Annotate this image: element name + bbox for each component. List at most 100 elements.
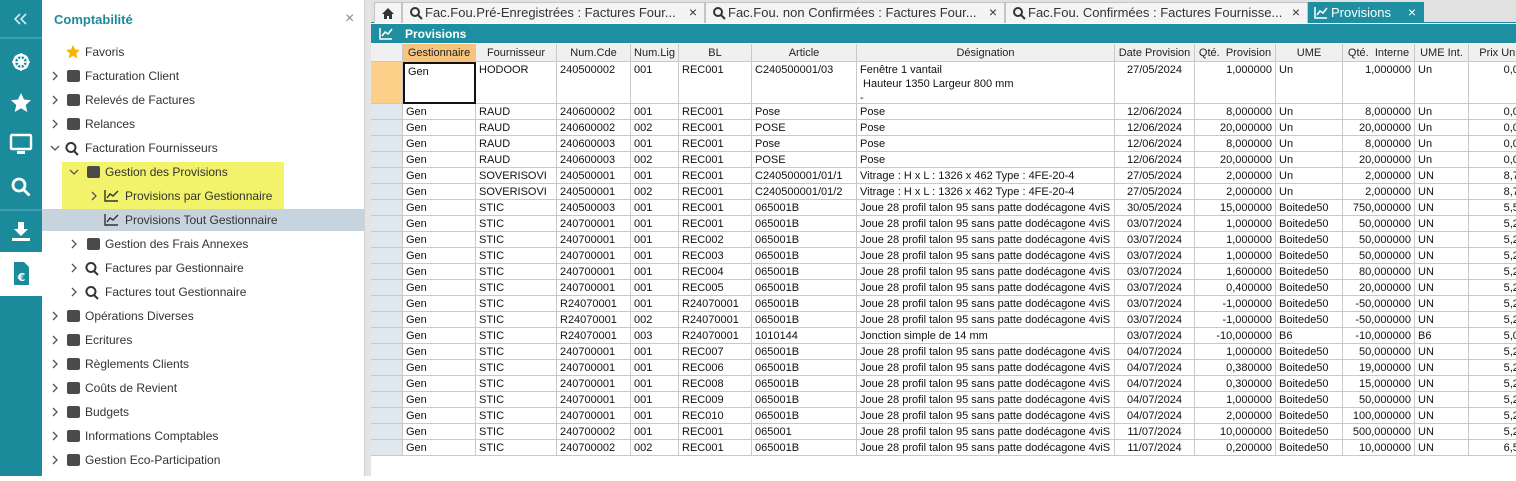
grid-cell[interactable]: C240500001/01/2 <box>752 184 857 200</box>
grid-cell[interactable]: R24070001 <box>557 328 631 344</box>
grid-cell[interactable]: 27/05/2024 <box>1115 184 1195 200</box>
grid-cell[interactable]: 2,000000 <box>1343 184 1415 200</box>
grid-cell[interactable]: Boitede50 <box>1276 200 1343 216</box>
grid-cell[interactable]: REC001 <box>679 184 752 200</box>
expand-arrow[interactable] <box>52 359 58 369</box>
grid-cell[interactable]: 001 <box>631 376 679 392</box>
grid-cell[interactable]: 03/07/2024 <box>1115 296 1195 312</box>
grid-cell[interactable]: REC007 <box>679 344 752 360</box>
grid-cell[interactable]: POSE <box>752 120 857 136</box>
grid-cell[interactable]: REC001 <box>679 152 752 168</box>
grid-cell[interactable]: Un <box>1415 120 1469 136</box>
expand-arrow[interactable] <box>52 455 58 465</box>
grid-cell[interactable]: Boitede50 <box>1276 312 1343 328</box>
wheel-icon[interactable] <box>12 53 30 71</box>
grid-cell[interactable]: 001 <box>631 168 679 184</box>
tree-item[interactable]: Factures tout Gestionnaire <box>105 285 247 299</box>
tab[interactable]: Provisions × <box>1308 2 1424 23</box>
grid-cell[interactable]: 065001B <box>752 296 857 312</box>
grid-cell[interactable]: 19,000000 <box>1343 360 1415 376</box>
grid-cell[interactable]: Gen <box>403 152 476 168</box>
grid-cell[interactable]: Boitede50 <box>1276 360 1343 376</box>
grid-cell[interactable]: 1,000000 <box>1195 344 1276 360</box>
grid-cell[interactable]: Gen <box>403 232 476 248</box>
grid-cell[interactable]: 0,00 <box>1469 136 1516 152</box>
grid-cell[interactable]: 5,20 <box>1469 360 1516 376</box>
tree-item[interactable]: Provisions par Gestionnaire <box>125 189 273 203</box>
grid-cell[interactable]: Gen <box>403 328 476 344</box>
tab-close[interactable]: × <box>988 4 997 20</box>
grid-cell[interactable]: STIC <box>476 376 557 392</box>
grid-cell[interactable]: Boitede50 <box>1276 216 1343 232</box>
grid-cell[interactable]: 100,000000 <box>1343 408 1415 424</box>
grid-cell[interactable]: Pose <box>752 104 857 120</box>
grid-cell[interactable]: 240700002 <box>557 424 631 440</box>
grid-cell[interactable]: -10,000000 <box>1343 328 1415 344</box>
grid-cell[interactable]: 20,000000 <box>1343 120 1415 136</box>
grid-cell[interactable]: Un <box>1276 104 1343 120</box>
row-header[interactable] <box>371 152 403 168</box>
grid-cell[interactable]: 0,200000 <box>1195 440 1276 456</box>
grid-cell[interactable]: Un <box>1276 120 1343 136</box>
grid-cell[interactable]: REC009 <box>679 392 752 408</box>
grid-cell[interactable]: Joue 28 profil talon 95 sans patte dodéc… <box>857 424 1115 440</box>
grid-cell[interactable]: STIC <box>476 328 557 344</box>
expand-arrow[interactable] <box>71 239 77 249</box>
grid-cell[interactable]: UN <box>1415 312 1469 328</box>
grid-cell[interactable]: 500,000000 <box>1343 424 1415 440</box>
grid-cell[interactable]: 0,380000 <box>1195 360 1276 376</box>
grid-cell[interactable]: 5,20 <box>1469 376 1516 392</box>
grid-cell[interactable]: 5,20 <box>1469 312 1516 328</box>
grid-cell[interactable]: 065001B <box>752 232 857 248</box>
grid-cell[interactable]: Joue 28 profil talon 95 sans patte dodéc… <box>857 312 1115 328</box>
grid-cell[interactable]: 5,50 <box>1469 200 1516 216</box>
grid-cell[interactable]: SOVERISOVI <box>476 168 557 184</box>
grid-cell[interactable]: C240500001/01/1 <box>752 168 857 184</box>
grid-cell[interactable]: 0,00 <box>1469 62 1516 104</box>
grid-cell[interactable]: Pose <box>857 136 1115 152</box>
grid-cell[interactable]: Gen <box>403 136 476 152</box>
grid-cell[interactable]: Joue 28 profil talon 95 sans patte dodéc… <box>857 360 1115 376</box>
row-header[interactable] <box>371 360 403 376</box>
row-header[interactable] <box>371 120 403 136</box>
grid-cell[interactable]: Boitede50 <box>1276 424 1343 440</box>
expand-arrow[interactable] <box>52 431 58 441</box>
grid-cell[interactable]: 04/07/2024 <box>1115 344 1195 360</box>
grid-cell[interactable]: 8,000000 <box>1195 136 1276 152</box>
grid-cell[interactable]: Fenêtre 1 vantail Hauteur 1350 Largeur 8… <box>857 62 1115 104</box>
grid-cell[interactable]: 20,000000 <box>1195 120 1276 136</box>
grid-cell[interactable]: Pose <box>857 104 1115 120</box>
grid-cell[interactable]: 50,000000 <box>1343 344 1415 360</box>
grid-cell[interactable]: 5,20 <box>1469 248 1516 264</box>
grid-cell[interactable]: Joue 28 profil talon 95 sans patte dodéc… <box>857 344 1115 360</box>
star-icon[interactable] <box>10 93 31 112</box>
tree-item[interactable]: Gestion Eco-Participation <box>85 453 221 467</box>
grid-cell[interactable]: Un <box>1276 152 1343 168</box>
grid-cell[interactable]: Boitede50 <box>1276 296 1343 312</box>
grid-cell[interactable]: REC010 <box>679 408 752 424</box>
grid-cell[interactable]: UN <box>1415 232 1469 248</box>
grid-cell[interactable]: STIC <box>476 248 557 264</box>
grid-cell[interactable]: UN <box>1415 360 1469 376</box>
grid-cell[interactable]: Vitrage : H x L : 1326 x 462 Type : 4FE-… <box>857 168 1115 184</box>
grid-cell[interactable]: REC001 <box>679 200 752 216</box>
grid-cell[interactable]: Gen <box>403 264 476 280</box>
grid-cell[interactable]: Boitede50 <box>1276 248 1343 264</box>
grid-cell[interactable]: 240500002 <box>557 62 631 104</box>
home-tab[interactable] <box>374 2 402 23</box>
grid-cell[interactable]: Boitede50 <box>1276 232 1343 248</box>
grid-cell[interactable]: 15,000000 <box>1343 376 1415 392</box>
grid-cell[interactable]: 03/07/2024 <box>1115 328 1195 344</box>
grid-cell[interactable]: 8,74 <box>1469 184 1516 200</box>
grid-cell[interactable]: 30/05/2024 <box>1115 200 1195 216</box>
grid-cell[interactable]: 2,000000 <box>1343 168 1415 184</box>
expand-arrow[interactable] <box>52 335 58 345</box>
grid-cell[interactable]: 1,000000 <box>1195 216 1276 232</box>
tree-item[interactable]: Gestion des Frais Annexes <box>105 237 249 251</box>
tree-item[interactable]: Ecritures <box>85 333 133 347</box>
grid-cell[interactable]: UN <box>1415 392 1469 408</box>
collapse-arrow[interactable] <box>69 169 79 175</box>
grid-cell[interactable]: Pose <box>857 120 1115 136</box>
grid-cell[interactable]: 001 <box>631 264 679 280</box>
grid-cell[interactable]: UN <box>1415 248 1469 264</box>
